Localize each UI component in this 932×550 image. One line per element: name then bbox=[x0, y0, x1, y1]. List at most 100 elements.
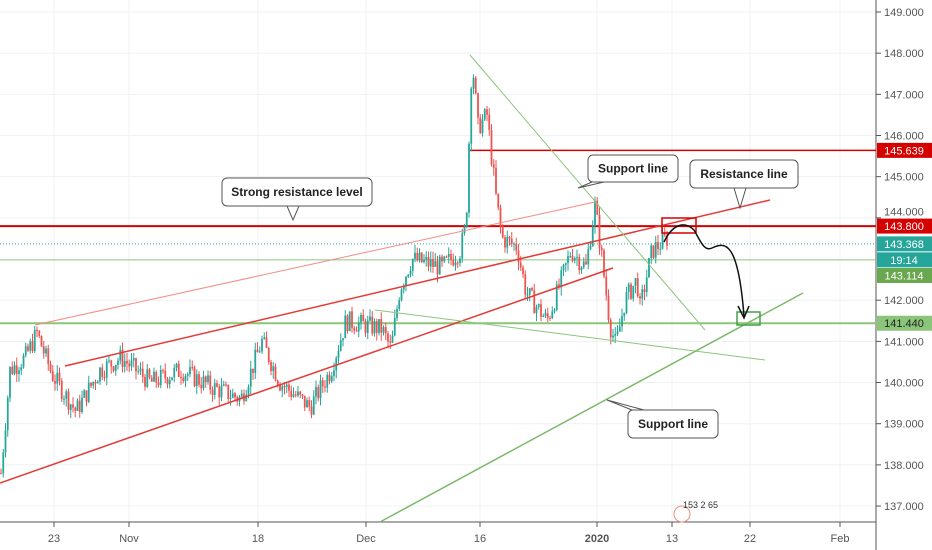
candle-body bbox=[659, 248, 662, 250]
candle-body bbox=[38, 331, 41, 337]
candle-body bbox=[220, 385, 223, 398]
candle-body bbox=[627, 284, 630, 293]
candle-body bbox=[303, 395, 306, 408]
candle-body bbox=[249, 368, 252, 387]
candle-body bbox=[56, 372, 59, 384]
candle-body bbox=[191, 367, 194, 369]
candle-body bbox=[31, 341, 34, 352]
callout-pointer bbox=[733, 187, 747, 210]
candle-body bbox=[54, 380, 56, 384]
candle-body bbox=[252, 368, 254, 373]
candle-body bbox=[396, 309, 398, 318]
resistance-trend-line bbox=[64, 199, 771, 367]
candle-body bbox=[443, 256, 446, 262]
candle-body bbox=[621, 316, 623, 327]
candle-body bbox=[346, 315, 349, 332]
candle-body bbox=[479, 117, 482, 134]
candle-body bbox=[612, 335, 614, 338]
candle-body bbox=[506, 237, 509, 248]
candle-body bbox=[117, 360, 119, 365]
candle-body bbox=[51, 371, 54, 381]
candle-body bbox=[632, 285, 635, 299]
candle-body bbox=[247, 386, 250, 395]
candle-body bbox=[202, 376, 205, 389]
arrowhead-icon bbox=[737, 305, 750, 320]
candle-body bbox=[270, 362, 272, 372]
candle-body bbox=[454, 262, 457, 266]
candle-body bbox=[603, 250, 605, 277]
candle-body bbox=[605, 276, 608, 296]
candle-body bbox=[231, 393, 234, 398]
candles bbox=[0, 74, 668, 478]
y-tick-label: 147.000 bbox=[884, 89, 924, 101]
candle-body bbox=[616, 331, 619, 334]
candle-body bbox=[409, 270, 412, 275]
annotation-callout: Strong resistance level bbox=[221, 177, 373, 222]
candle-body bbox=[528, 288, 531, 295]
candle-body bbox=[281, 386, 284, 391]
candle-body bbox=[598, 214, 601, 248]
rising-support-line bbox=[379, 292, 804, 523]
callout-box bbox=[221, 177, 373, 207]
callout-box bbox=[689, 159, 799, 189]
candle-body bbox=[542, 315, 545, 317]
candle-body bbox=[567, 256, 569, 264]
callout-text: Support line bbox=[638, 417, 708, 431]
candle-body bbox=[42, 346, 45, 354]
candle-body bbox=[78, 400, 81, 413]
candle-body bbox=[256, 349, 259, 353]
candle-body bbox=[639, 296, 641, 299]
callout-text: Resistance line bbox=[700, 167, 788, 181]
annotation-callout: Support line bbox=[577, 154, 679, 189]
candle-body bbox=[130, 360, 133, 367]
candle-body bbox=[641, 289, 644, 299]
candle-body bbox=[416, 252, 419, 261]
candle-body bbox=[207, 375, 209, 383]
candle-body bbox=[652, 245, 655, 258]
x-tick-label: 16 bbox=[474, 533, 486, 545]
candle-body bbox=[555, 284, 558, 310]
candle-body bbox=[18, 370, 20, 374]
candle-body bbox=[614, 333, 617, 336]
y-tick-label: 140.000 bbox=[884, 378, 924, 390]
x-tick-label: 13 bbox=[666, 533, 678, 545]
candle-body bbox=[571, 256, 574, 261]
candle-body bbox=[0, 473, 2, 475]
candle-body bbox=[504, 237, 506, 248]
candle-body bbox=[423, 259, 425, 263]
candle-body bbox=[578, 257, 581, 270]
candle-body bbox=[535, 306, 538, 314]
candle-body bbox=[317, 387, 320, 399]
candle-body bbox=[445, 256, 448, 258]
candle-body bbox=[283, 386, 286, 388]
candle-body bbox=[126, 360, 128, 364]
candle-body bbox=[501, 226, 504, 238]
candle-body bbox=[177, 363, 180, 377]
candle-body bbox=[319, 380, 322, 399]
candle-body bbox=[33, 329, 36, 352]
candle-body bbox=[184, 375, 187, 382]
callout-box bbox=[587, 154, 679, 183]
candle-body bbox=[265, 337, 268, 348]
candle-body bbox=[148, 369, 151, 378]
candle-body bbox=[452, 259, 455, 266]
candle-body bbox=[630, 284, 632, 299]
candle-body bbox=[393, 317, 396, 336]
price-label-text: 145.639 bbox=[884, 145, 924, 157]
candle-body bbox=[171, 377, 173, 380]
candle-body bbox=[288, 384, 290, 391]
candle-body bbox=[657, 242, 659, 249]
candle-body bbox=[342, 338, 344, 341]
candle-body bbox=[74, 407, 77, 411]
candle-body bbox=[400, 289, 403, 301]
candle-body bbox=[182, 377, 185, 382]
price-label-bg bbox=[877, 267, 932, 283]
candle-body bbox=[114, 364, 117, 371]
candle-body bbox=[128, 363, 131, 367]
candle-body bbox=[328, 374, 331, 382]
candle-body bbox=[643, 289, 646, 292]
candle-body bbox=[294, 394, 297, 396]
candle-body bbox=[312, 396, 315, 415]
